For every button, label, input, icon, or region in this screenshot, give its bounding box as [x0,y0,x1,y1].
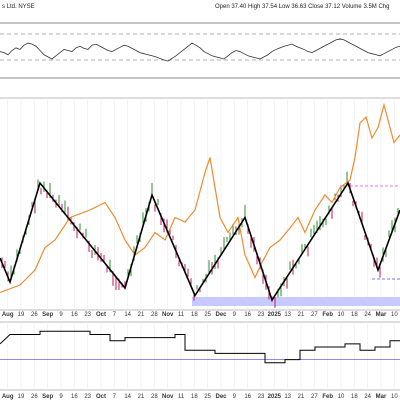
bottom-x-tick-label: 11 [178,394,185,400]
x-tick-label: 2025 [268,312,282,318]
x-tick-label: 14 [124,312,131,318]
x-tick-label: 23 [258,312,265,318]
bottom-x-tick-label: 16 [244,394,251,400]
bottom-x-tick-label: 2025 [268,394,282,400]
x-tick-label: Dec [215,312,227,318]
x-tick-label: 28 [151,312,158,318]
bottom-x-tick-label: 23 [258,394,265,400]
x-tick-label: 24 [364,312,371,318]
bottom-indicator-line [0,330,400,364]
bottom-x-tick-label: 21 [138,394,145,400]
bottom-x-tick-label: 9 [233,394,237,400]
bottom-x-tick-label: Aug [2,394,14,400]
x-tick-label: 18 [191,312,198,318]
x-tick-label: 21 [298,312,305,318]
bottom-x-tick-label: Oct [96,394,106,400]
bottom-x-tick-label: Dec [215,394,227,400]
x-axis-ticks: Aug 19 26 Sep 9 16 23 Oct 7 14 21 28 Nov 11 18 25 Dec 9 16… [2,312,398,318]
bottom-x-tick-label: 18 [191,394,198,400]
top-oscillator-panel [0,22,400,79]
bottom-x-tick-label: Feb [322,394,333,400]
bottom-x-tick-label: 13 [284,394,291,400]
bottom-x-tick-label: 7 [113,394,117,400]
main-price-panel: Aug 19 26 Sep 9 16 23 Oct 7 14 21 28 Nov 11 18 25 Dec 9 16… [0,97,400,318]
bottom-x-tick-label: 10 [391,394,398,400]
bottom-x-tick-label: 16 [71,394,78,400]
x-tick-label: 18 [351,312,358,318]
bottom-x-tick-label: 24 [364,394,371,400]
bottom-x-tick-label: 26 [31,394,38,400]
bottom-indicator-panel: Aug 19 26 Sep 9 16 23 Oct 7 14 21 28 Nov 11 18 25 Dec 9 16… [0,321,400,400]
x-tick-label: 23 [84,312,91,318]
x-tick-label: 7 [113,312,117,318]
bottom-x-tick-label: 18 [351,394,358,400]
x-tick-label: 11 [178,312,185,318]
bottom-x-tick-label: 21 [298,394,305,400]
bottom-x-tick-label: 10 [338,394,345,400]
bottom-x-tick-label: 14 [124,394,131,400]
symbol-label: s Ltd. NYSE [2,4,35,10]
bottom-x-tick-label: 19 [18,394,25,400]
x-tick-label: 27 [311,312,318,318]
bottom-x-tick-label: 27 [311,394,318,400]
x-tick-label: Sep [42,312,53,318]
x-tick-label: Mar [376,312,387,318]
x-tick-label: 26 [31,312,38,318]
x-tick-label: 13 [284,312,291,318]
x-tick-label: 21 [138,312,145,318]
bottom-x-tick-label: Mar [376,394,387,400]
bottom-x-tick-label: 9 [59,394,63,400]
x-tick-label: 16 [71,312,78,318]
bottom-x-tick-label: 23 [84,394,91,400]
zigzag-line [0,181,400,302]
x-tick-label: Oct [96,312,106,318]
oscillator-line [0,38,400,62]
bottom-x-tick-label: 25 [204,394,211,400]
x-tick-label: 9 [59,312,63,318]
x-tick-label: Nov [162,312,174,318]
support-band [192,297,400,306]
x-tick-label: 9 [233,312,237,318]
x-tick-label: 10 [391,312,398,318]
x-tick-label: Aug [2,312,14,318]
overlay-line [0,102,400,294]
bottom-vertical-gridlines [7,322,395,390]
x-tick-label: 10 [338,312,345,318]
bottom-x-tick-label: Sep [42,394,53,400]
ohlcv-readout: Open 37.40 High 37.54 Low 36.63 Close 37… [215,4,389,10]
x-tick-label: 16 [244,312,251,318]
x-tick-label: 19 [18,312,25,318]
bottom-x-tick-label: 28 [151,394,158,400]
bottom-x-tick-label: Nov [162,394,174,400]
x-tick-label: 25 [204,312,211,318]
x-tick-label: Feb [322,312,333,318]
bottom-x-axis-ticks: Aug 19 26 Sep 9 16 23 Oct 7 14 21 28 Nov 11 18 25 Dec 9 16… [2,394,398,400]
